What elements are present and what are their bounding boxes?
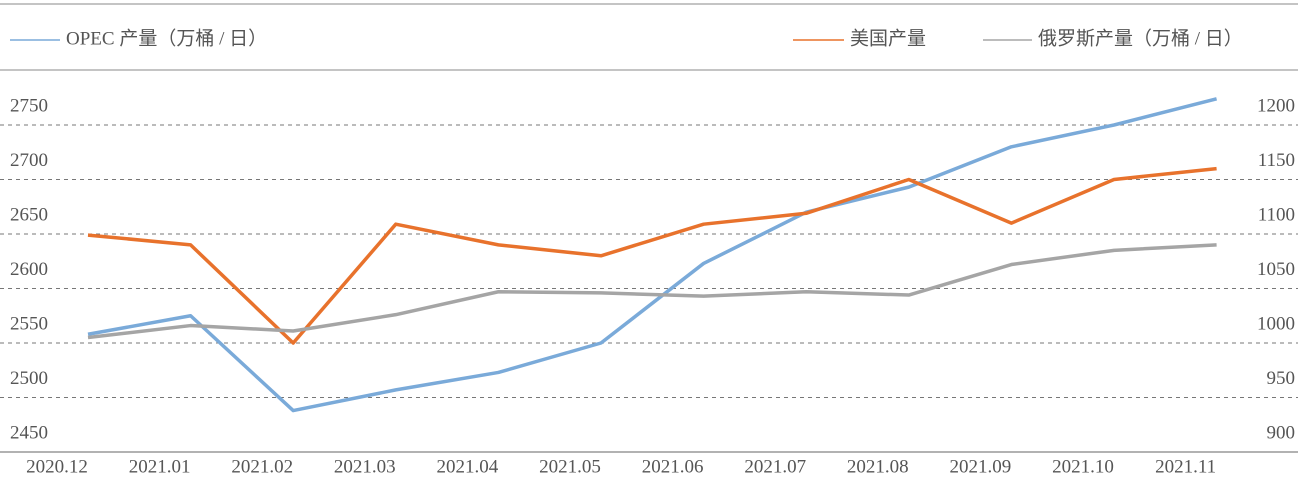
x-tick-label: 2021.02 — [231, 456, 293, 477]
x-tick-label: 2021.10 — [1052, 456, 1114, 477]
x-tick-label: 2021.09 — [950, 456, 1012, 477]
y-tick-label: 2500 — [10, 368, 48, 389]
y2-tick-label: 1200 — [1257, 95, 1295, 116]
y-tick-label: 2550 — [10, 313, 48, 334]
series-line — [87, 97, 1218, 413]
x-tick-label: 2020.12 — [26, 456, 88, 477]
x-tick-label: 2021.06 — [642, 456, 704, 477]
y-tick-label: 2750 — [10, 95, 48, 116]
y-tick-label: 2650 — [10, 204, 48, 225]
y-tick-label: 2600 — [10, 259, 48, 280]
legend-label: 美国产量 — [850, 27, 926, 49]
y2-tick-label: 1000 — [1257, 313, 1295, 334]
x-tick-label: 2021.08 — [847, 456, 909, 477]
x-tick-label: 2021.05 — [539, 456, 601, 477]
series-line — [87, 166, 1217, 345]
y2-tick-label: 950 — [1267, 368, 1296, 389]
x-tick-label: 2021.07 — [744, 456, 806, 477]
y-tick-label: 2450 — [10, 422, 48, 443]
series-line — [87, 243, 1217, 340]
x-tick-label: 2021.03 — [334, 456, 396, 477]
y2-tick-label: 1150 — [1258, 150, 1295, 171]
y2-tick-label: 1100 — [1258, 204, 1295, 225]
y2-tick-label: 1050 — [1257, 259, 1295, 280]
y2-tick-label: 900 — [1267, 422, 1296, 443]
x-tick-label: 2021.04 — [437, 456, 499, 477]
legend-label: OPEC 产量（万桶 / 日） — [66, 27, 267, 49]
legend-label: 俄罗斯产量（万桶 / 日） — [1038, 27, 1243, 49]
x-tick-label: 2021.01 — [129, 456, 191, 477]
x-tick-label: 2021.11 — [1155, 456, 1216, 477]
y-tick-label: 2700 — [10, 150, 48, 171]
